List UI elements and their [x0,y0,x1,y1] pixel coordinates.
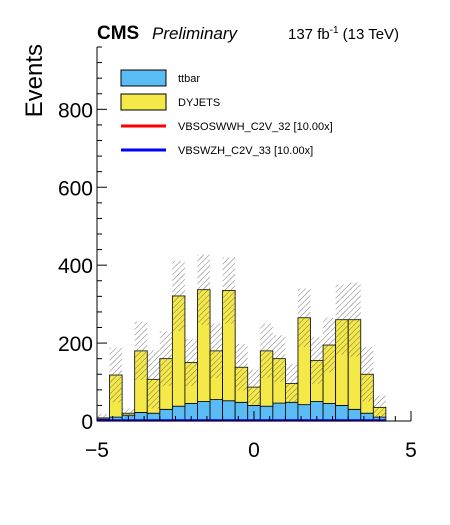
ttbar-bin-14 [272,402,286,422]
uncertainty-bin-13 [260,323,273,379]
ttbar-bin-18 [322,403,337,422]
ttbar-bin-19 [335,405,349,422]
uncertainty-bin-5 [159,331,173,386]
uncertainty-bin-10 [222,257,236,324]
uncertainty-bin-11 [235,343,248,391]
axes: 0 200 400 600 800 −5 0 5 [58,46,417,462]
ttbar-bin-8 [197,401,211,422]
luminosity-exponent: -1 [330,25,339,36]
y-tick-label: 400 [58,255,93,278]
uncertainty-bin-21 [360,346,374,402]
uncertainty-bin-16 [297,288,311,347]
luminosity-label: 137 fb-1 (13 TeV) [288,25,399,43]
ttbar-bin-13 [259,405,274,422]
legend-label-vbswzh-c2v-33-10-00x-: VBSWZH_C2V_33 [10.00x] [178,145,313,157]
ttbar-bin-15 [284,401,299,422]
y-tick-label: 0 [81,411,93,434]
energy-label: (13 TeV) [343,26,399,43]
y-tick-label: 600 [58,177,93,200]
legend-label-ttbar: ttbar [178,73,200,85]
uncertainty-bin-14 [272,335,286,383]
ttbar-bin-9 [209,399,223,422]
uncertainty-bin-8 [197,254,211,325]
uncertainty-bin-0 [97,413,110,421]
x-tick-label: 5 [405,439,417,462]
legend-label-dyjets: DYJETS [178,97,220,109]
y-tick-label: 800 [58,99,93,122]
uncertainty-bin-20 [348,282,361,357]
x-tick-label: −5 [85,439,109,462]
legend-label-vbsoswwh-c2v-32-10-00x-: VBSOSWWH_C2V_32 [10.00x] [178,121,333,133]
uncertainty-bin-4 [147,350,160,409]
uncertainty-bin-7 [184,339,198,386]
uncertainty-bin-1 [109,347,123,403]
uncertainty-bin-22 [373,395,386,420]
uncertainty-bin-15 [285,364,298,404]
uncertainty-bin-12 [247,369,261,405]
uncertainty-band [97,254,386,421]
status-label: Preliminary [152,24,239,43]
y-axis-label: Events [21,44,48,117]
legend: ttbar DYJETS VBSOSWWH_C2V_32 [10.00x] VBSWZ… [120,69,333,157]
uncertainty-bin-6 [172,260,185,332]
luminosity-value: 137 fb [288,26,330,43]
ttbar-bin-16 [297,404,311,422]
legend-swatch-ttbar [120,69,167,87]
uncertainty-bin-18 [323,317,336,373]
uncertainty-bin-3 [134,321,148,381]
uncertainty-bin-19 [335,284,349,355]
ttbar-bin-10 [222,400,236,422]
ttbar-bin-6 [171,405,186,422]
uncertainty-bin-9 [210,323,223,379]
ttbar-bin-11 [234,401,249,422]
x-tick-label: 0 [248,439,260,462]
uncertainty-bin-2 [122,408,135,418]
experiment-label: CMS [97,23,139,44]
uncertainty-bin-17 [310,337,324,384]
y-tick-label: 200 [58,333,93,356]
legend-swatch-dyjets [120,93,167,111]
